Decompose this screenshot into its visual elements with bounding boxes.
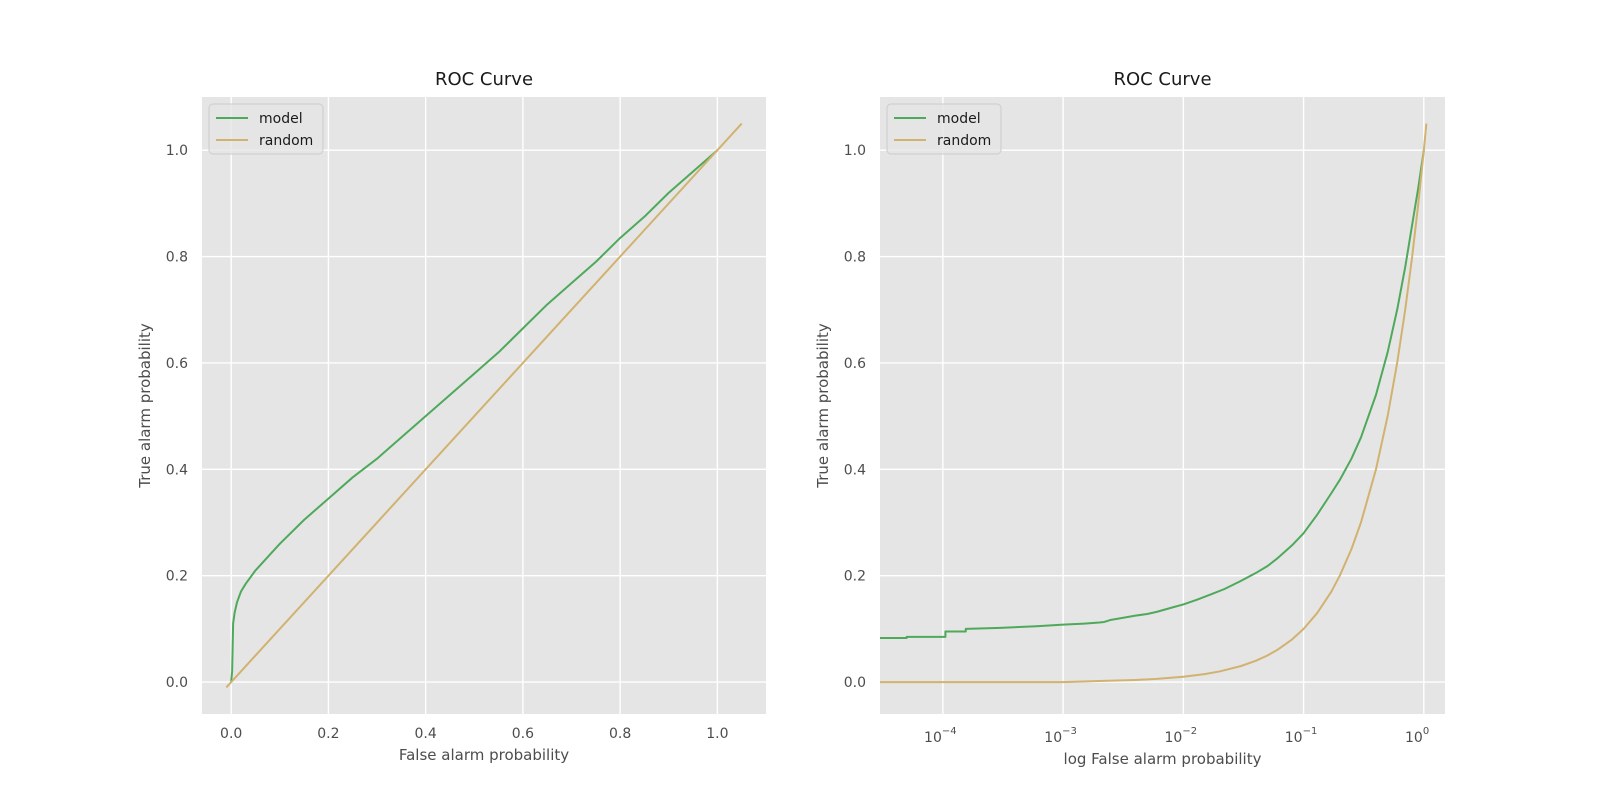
x-tick-label: 0.8 — [609, 726, 631, 742]
legend: model random — [886, 103, 1002, 155]
y-axis-label: True alarm probability — [136, 323, 154, 489]
x-tick-label: 10 −4 — [924, 726, 957, 746]
chart-title: ROC Curve — [1113, 69, 1211, 90]
series-line-model — [230, 149, 719, 683]
x-tick-label: 10 −1 — [1285, 726, 1318, 746]
x-tick-exponent: 0 — [1423, 726, 1429, 737]
x-tick-label: 0.0 — [220, 726, 242, 742]
series-line-random — [880, 123, 1428, 684]
y-tick-label: 0.8 — [844, 250, 866, 266]
y-tick-label: 0.6 — [166, 356, 188, 372]
y-tick-label: 0.2 — [166, 569, 188, 585]
x-axis-label: False alarm probability — [399, 746, 569, 764]
chart-left: 0.0 0.2 0.4 0.6 0.8 1.0 0.0 0.2 0.4 0.6 0.8 1.0 ROC … — [136, 69, 766, 764]
y-tick-label: 1.0 — [166, 143, 188, 159]
chart-title: ROC Curve — [435, 69, 533, 90]
legend-label-random: random — [937, 133, 991, 149]
legend-box — [886, 103, 1002, 155]
x-tick-exponent: −2 — [1182, 726, 1197, 737]
x-tick-label: 0.6 — [512, 726, 534, 742]
plot-area — [880, 97, 1445, 714]
y-tick-label: 0.2 — [844, 569, 866, 585]
y-tick-label: 1.0 — [844, 143, 866, 159]
x-tick-base: 10 — [1165, 730, 1183, 746]
y-tick-label: 0.4 — [844, 462, 866, 478]
legend-label-model: model — [937, 111, 981, 127]
x-tick-label: 10 −2 — [1165, 726, 1198, 746]
y-tick-label: 0.6 — [844, 356, 866, 372]
x-tick-label: 10 0 — [1405, 726, 1429, 746]
chart-right: 10 −4 10 −3 10 −2 10 −1 10 00.00.20.40.60.81.0ROC… — [814, 69, 1445, 768]
x-tick-label: 10 −3 — [1044, 726, 1077, 746]
x-tick-label: 0.2 — [317, 726, 339, 742]
y-axis-label: True alarm probability — [814, 323, 832, 489]
x-axis-label: log False alarm probability — [1064, 750, 1262, 768]
series-line-model — [880, 150, 1425, 639]
legend-box — [208, 103, 324, 155]
x-tick-base: 10 — [1405, 730, 1423, 746]
x-tick-exponent: −1 — [1303, 726, 1318, 737]
x-tick-exponent: −4 — [942, 726, 957, 737]
x-tick-label: 0.4 — [415, 726, 437, 742]
legend-label-model: model — [259, 111, 303, 127]
y-tick-label: 0.0 — [166, 675, 188, 691]
x-tick-exponent: −3 — [1062, 726, 1077, 737]
y-tick-label: 0.0 — [844, 675, 866, 691]
legend: model random — [208, 103, 324, 155]
x-tick-label: 1.0 — [706, 726, 728, 742]
x-tick-base: 10 — [1285, 730, 1303, 746]
x-tick-base: 10 — [924, 730, 942, 746]
y-tick-label: 0.8 — [166, 250, 188, 266]
legend-label-random: random — [259, 133, 313, 149]
series-line-random — [225, 122, 743, 689]
y-tick-label: 0.4 — [166, 462, 188, 478]
x-tick-base: 10 — [1044, 730, 1062, 746]
